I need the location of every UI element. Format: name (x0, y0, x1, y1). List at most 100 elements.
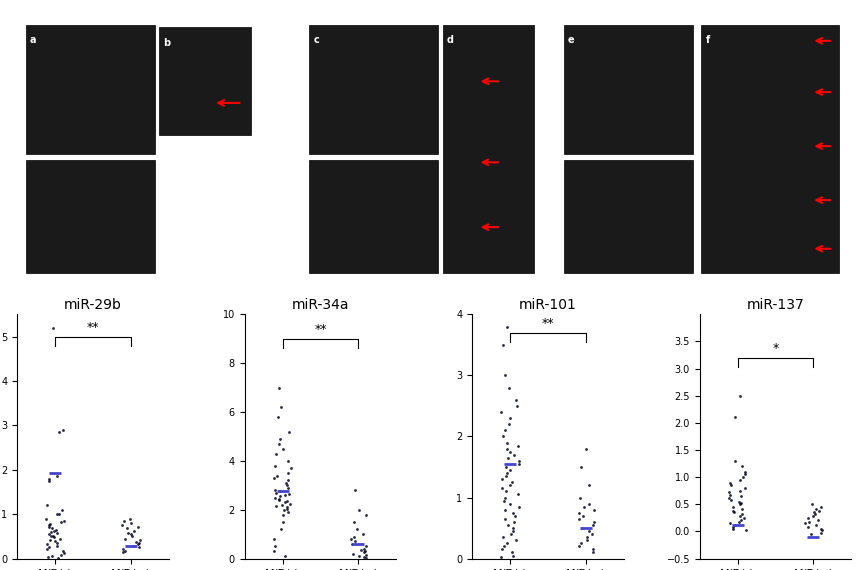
Point (120, 528, 134, 538)
Point (273, 495, 286, 504)
Point (43, 519, 57, 528)
Point (270, 471, 284, 480)
Point (802, 517, 816, 526)
Point (508, 511, 522, 520)
Text: c: c (313, 35, 319, 46)
Bar (309, 160, 439, 273)
Point (123, 514, 137, 523)
Point (125, 530, 138, 539)
Bar (26, 25, 155, 154)
Point (506, 523, 519, 532)
Point (267, 493, 281, 502)
Point (501, 438, 514, 447)
Point (502, 383, 516, 392)
Point (503, 481, 517, 490)
Point (814, 503, 827, 512)
Point (281, 476, 295, 485)
Point (804, 530, 818, 539)
Point (798, 519, 812, 528)
Point (347, 518, 361, 527)
Point (41, 530, 55, 539)
Point (132, 543, 145, 552)
Point (572, 514, 586, 523)
Point (267, 535, 281, 544)
Point (738, 467, 752, 477)
Point (734, 391, 747, 400)
Point (499, 462, 513, 471)
Point (269, 449, 283, 458)
Point (499, 514, 513, 523)
Point (40, 500, 54, 510)
Point (344, 535, 358, 544)
Point (45, 524, 58, 533)
Point (726, 524, 740, 534)
Point (281, 457, 295, 466)
Point (503, 466, 517, 475)
Point (348, 486, 362, 495)
Point (498, 542, 512, 551)
Point (503, 459, 517, 469)
Point (801, 514, 814, 523)
Point (734, 515, 747, 524)
Point (283, 499, 297, 508)
Point (47, 527, 61, 536)
Point (735, 462, 749, 471)
Point (119, 546, 132, 555)
Point (812, 506, 826, 515)
Point (505, 548, 519, 557)
Point (359, 547, 372, 556)
Point (50, 542, 64, 551)
Point (573, 508, 587, 518)
Point (117, 544, 131, 553)
Point (728, 520, 742, 530)
Point (346, 539, 359, 548)
Point (579, 523, 593, 532)
Point (733, 486, 746, 495)
Point (280, 478, 293, 487)
Point (726, 506, 740, 515)
Point (581, 481, 595, 490)
Point (512, 441, 525, 450)
Point (512, 457, 525, 466)
Point (280, 508, 294, 517)
Point (280, 503, 293, 512)
Point (346, 549, 359, 558)
Text: d: d (447, 35, 454, 46)
Point (276, 510, 290, 519)
Point (357, 548, 371, 557)
Point (42, 521, 56, 530)
Point (49, 525, 63, 534)
Point (268, 461, 282, 470)
Point (736, 473, 750, 482)
Point (500, 469, 513, 478)
Point (808, 510, 822, 519)
Point (731, 520, 745, 530)
Point (727, 523, 740, 532)
Point (587, 548, 600, 557)
Point (280, 469, 294, 478)
Point (279, 552, 292, 561)
Point (734, 500, 747, 509)
Point (509, 536, 523, 545)
Point (504, 447, 518, 456)
Point (352, 539, 365, 548)
Point (352, 505, 365, 514)
Point (45, 552, 58, 561)
Point (116, 547, 130, 556)
Point (119, 534, 132, 543)
Point (585, 530, 599, 539)
Point (115, 521, 129, 530)
Point (501, 453, 514, 462)
Point (497, 496, 511, 505)
Bar (443, 25, 534, 273)
Bar (159, 27, 251, 135)
Point (347, 537, 361, 546)
Point (580, 444, 593, 453)
Point (507, 508, 520, 518)
Point (125, 532, 138, 541)
Point (809, 520, 823, 530)
Point (274, 525, 288, 534)
Point (722, 488, 735, 497)
Point (500, 471, 513, 481)
Point (42, 477, 56, 486)
